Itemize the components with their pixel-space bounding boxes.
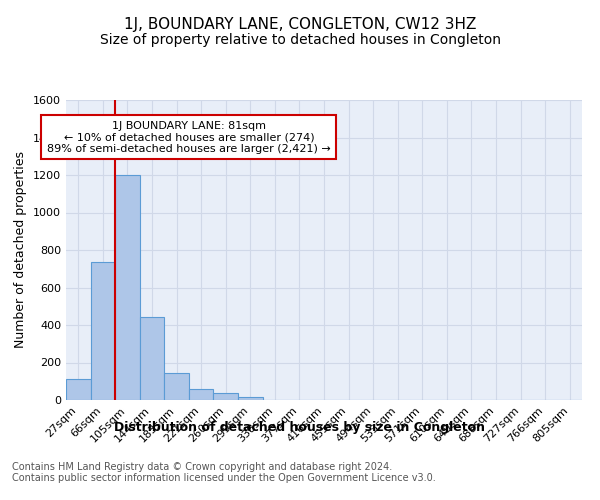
Bar [164, 373, 189, 400]
Y-axis label: Number of detached properties: Number of detached properties [14, 152, 28, 348]
Text: Size of property relative to detached houses in Congleton: Size of property relative to detached ho… [100, 33, 500, 47]
Bar [66, 380, 91, 400]
Bar [140, 316, 164, 400]
Text: Distribution of detached houses by size in Congleton: Distribution of detached houses by size … [115, 421, 485, 434]
Bar [189, 389, 214, 400]
Bar [91, 262, 115, 400]
Text: 1J, BOUNDARY LANE, CONGLETON, CW12 3HZ: 1J, BOUNDARY LANE, CONGLETON, CW12 3HZ [124, 18, 476, 32]
Text: 1J BOUNDARY LANE: 81sqm
← 10% of detached houses are smaller (274)
89% of semi-d: 1J BOUNDARY LANE: 81sqm ← 10% of detache… [47, 120, 331, 154]
Bar [214, 394, 238, 400]
Bar [238, 396, 263, 400]
Text: Contains HM Land Registry data © Crown copyright and database right 2024.
Contai: Contains HM Land Registry data © Crown c… [12, 462, 436, 483]
Bar [115, 175, 140, 400]
